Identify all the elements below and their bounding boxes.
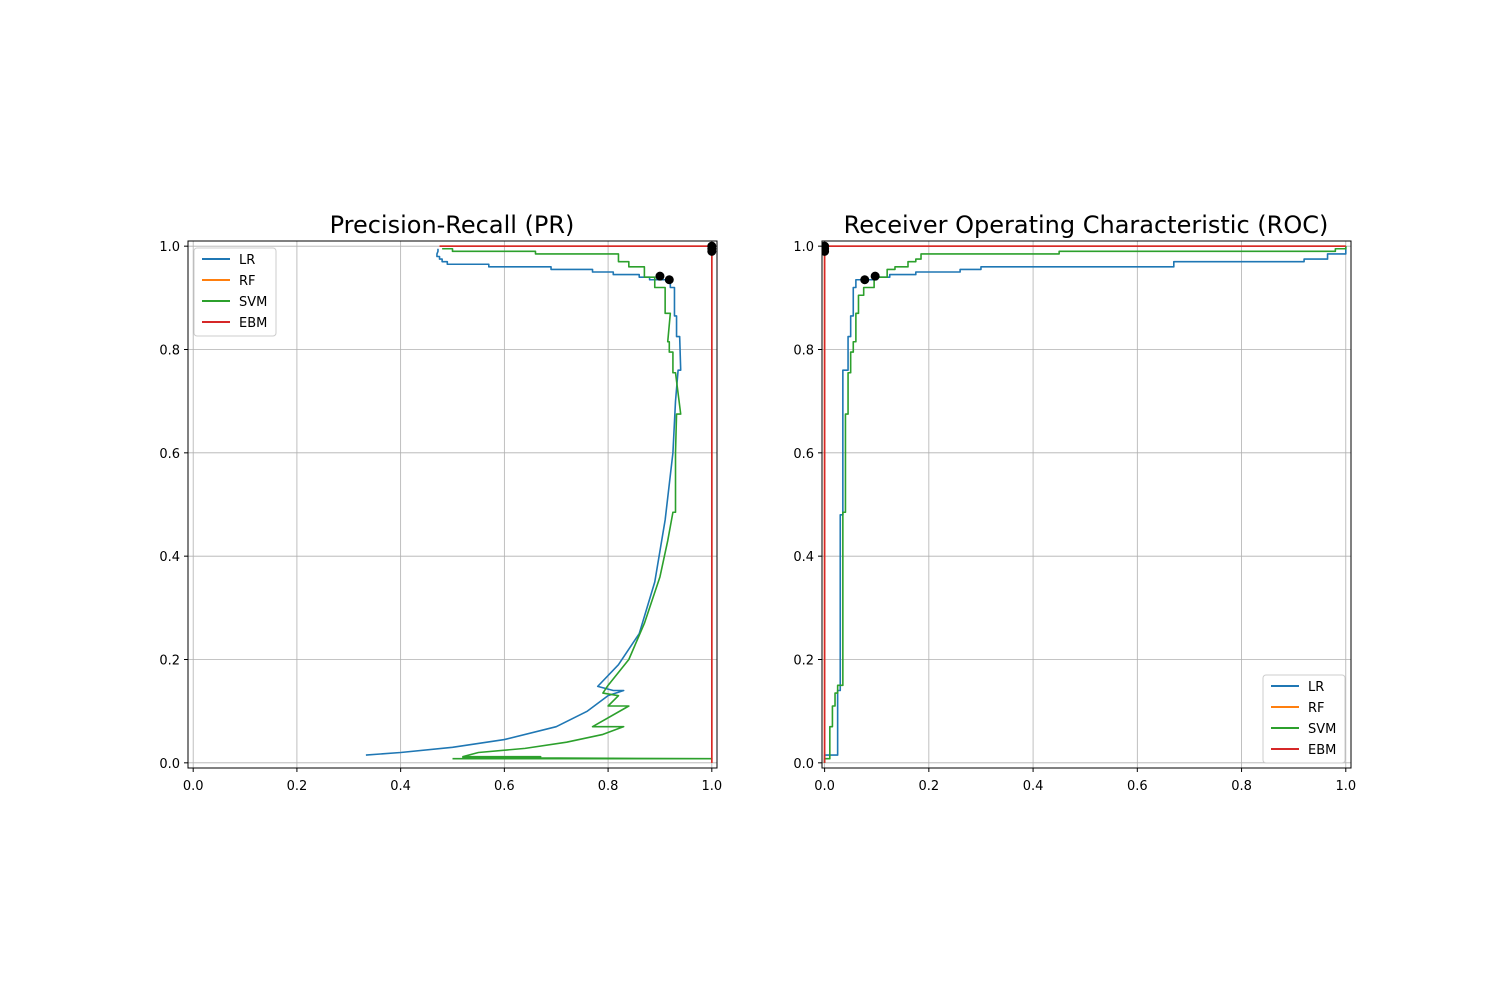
pr-legend-label-rf: RF (239, 274, 256, 289)
pr-y-tick-label: 0.0 (159, 757, 180, 772)
roc-x-tick-label: 0.4 (1023, 779, 1044, 794)
pr-legend-label-ebm: EBM (239, 316, 267, 331)
roc-threshold-marker (860, 275, 870, 285)
pr-threshold-marker (707, 246, 717, 256)
pr-threshold-marker (655, 271, 665, 281)
roc-legend-label-rf: RF (1308, 701, 1325, 716)
roc-legend-label-ebm: EBM (1308, 743, 1336, 758)
roc-threshold-marker (822, 246, 830, 256)
pr-chart-panel: Precision-Recall (PR) 0.00.0 0.2 0.2 0.4 0.4… (159, 211, 722, 794)
pr-y-tick-label: 0.2 (159, 654, 180, 669)
roc-axes-frame (821, 240, 1352, 769)
roc-legend-label-svm: SVM (1308, 722, 1336, 737)
roc-y-tick-label: 0.4 (793, 550, 814, 565)
pr-x-tick-label: 0.2 (287, 779, 308, 794)
pr-y-tick-label: 1.0 (159, 240, 180, 255)
pr-chart-title: Precision-Recall (PR) (330, 211, 575, 239)
roc-chart-title: Receiver Operating Characteristic (ROC) (844, 211, 1329, 239)
roc-y-tick-label: 0.8 (793, 344, 814, 359)
pr-threshold-marker (664, 275, 674, 285)
roc-y-tick-label: 0.2 (793, 654, 814, 669)
pr-series-line-lr (365, 248, 682, 756)
roc-chart-panel: Receiver Operating Characteristic (ROC) … (793, 211, 1356, 794)
roc-plot-area (822, 241, 1347, 763)
pr-series-line-svm (442, 247, 713, 760)
pr-x-tick-label: 0.4 (390, 779, 411, 794)
roc-y-tick-label: 1.0 (793, 240, 814, 255)
roc-y-tick-label: 0.6 (793, 447, 814, 462)
roc-legend: LR RF SVM EBM (1262, 674, 1346, 764)
roc-legend-label-lr: LR (1308, 680, 1324, 695)
pr-x-tick-label: 0.6 (494, 779, 515, 794)
pr-x-tick-label: 0.0 (183, 779, 204, 794)
roc-x-tick-label: 0.8 (1231, 779, 1252, 794)
pr-legend-label-svm: SVM (239, 295, 267, 310)
roc-x-tick-label: 0.2 (918, 779, 939, 794)
pr-y-tick-label: 0.4 (159, 550, 180, 565)
roc-legend-box (1262, 674, 1346, 764)
pr-y-tick-label: 0.8 (159, 344, 180, 359)
roc-threshold-marker (870, 271, 880, 281)
pr-axes-frame (187, 240, 718, 769)
pr-plot-area (365, 241, 717, 763)
roc-x-tick-label: 1.0 (1335, 779, 1356, 794)
roc-y-tick-label: 0.0 (793, 757, 814, 772)
roc-x-tick-label: 0.6 (1127, 779, 1148, 794)
pr-x-tick-label: 1.0 (701, 779, 722, 794)
pr-legend-label-lr: LR (239, 253, 255, 268)
roc-series-line-svm (823, 246, 1347, 763)
pr-y-tick-label: 0.6 (159, 447, 180, 462)
roc-x-tick-label: 0.0 (814, 779, 835, 794)
pr-x-tick-label: 0.8 (598, 779, 619, 794)
pr-legend-box (193, 247, 277, 337)
pr-legend: LR RF SVM EBM (193, 247, 277, 337)
